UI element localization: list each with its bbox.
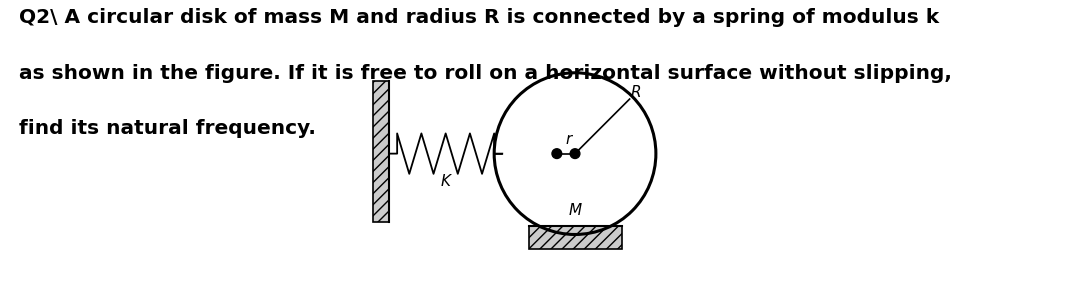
Text: as shown in the figure. If it is free to roll on a horizontal surface without sl: as shown in the figure. If it is free to… [19,64,953,83]
Bar [373,81,389,222]
Text: M: M [568,203,582,218]
Text: find its natural frequency.: find its natural frequency. [19,119,316,138]
Text: K: K [441,174,450,189]
Text: Q2\ A circular disk of mass M and radius R is connected by a spring of modulus k: Q2\ A circular disk of mass M and radius… [19,8,940,27]
Circle shape [570,149,580,158]
Circle shape [552,149,562,158]
Text: R: R [631,85,642,100]
Text: r: r [566,132,572,147]
Bar [528,226,621,249]
